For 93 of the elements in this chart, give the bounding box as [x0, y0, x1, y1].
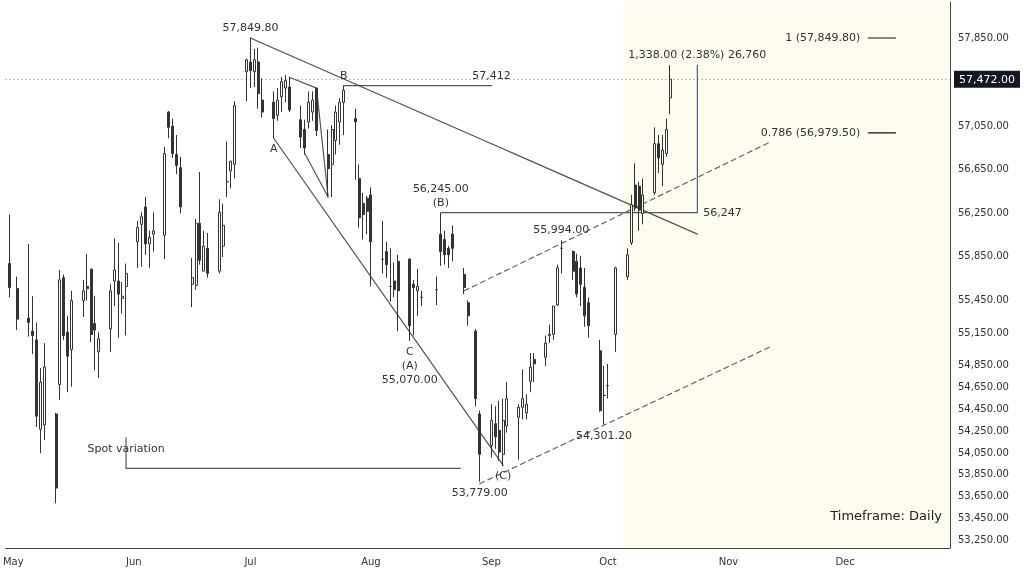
y-tick-label: 53,850.00	[958, 468, 1009, 480]
candlestick	[307, 90, 310, 129]
annotation: B	[339, 68, 348, 82]
x-tick-label: Jul	[243, 555, 257, 567]
annotation: Spot variation	[87, 441, 165, 455]
annotation: 54,301.20	[576, 428, 633, 442]
annotation: 1,338.00 (2.38%) 26,760	[628, 48, 767, 62]
candlestick	[8, 214, 11, 298]
candlestick	[529, 352, 532, 393]
y-tick-label: 53,250.00	[958, 533, 1009, 545]
annotation: (A)	[401, 358, 418, 372]
candlestick	[218, 198, 221, 274]
annotation: Timeframe: Daily	[829, 508, 943, 523]
candlestick	[272, 90, 275, 139]
y-tick-label: 54,850.00	[958, 359, 1009, 371]
candlestick	[315, 87, 318, 137]
candlestick	[97, 331, 100, 379]
candlestick	[125, 263, 128, 336]
candlestick	[467, 300, 470, 327]
y-tick-label: 57,850.00	[958, 32, 1009, 44]
candlestick	[408, 257, 411, 342]
candlestick	[175, 134, 178, 175]
candlestick	[70, 290, 73, 388]
y-tick-label: 56,650.00	[958, 163, 1009, 175]
annotation: 57,412	[472, 68, 511, 82]
candlestick	[58, 269, 61, 401]
annotation: 57,849.80	[222, 20, 279, 34]
y-tick-label: 53,650.00	[958, 490, 1009, 502]
candlestick	[626, 247, 629, 281]
ref-line-label: 57,472.00	[959, 72, 1015, 86]
candlestick	[179, 156, 182, 214]
candlestick	[163, 146, 166, 260]
candlestick	[389, 247, 392, 303]
candlestick	[669, 64, 672, 115]
annotation: 56,245.00	[412, 181, 469, 195]
candlestick	[31, 295, 34, 355]
candlestick	[463, 267, 466, 295]
candlestick	[579, 255, 582, 307]
y-tick-label: 56,250.00	[958, 206, 1009, 218]
x-tick-label: Dec	[835, 555, 855, 567]
candlestick	[327, 129, 330, 198]
y-tick-label: 53,450.00	[958, 511, 1009, 523]
candlestick	[439, 212, 442, 267]
x-tick-label: Jun	[125, 555, 142, 567]
x-tick-label: Sep	[481, 555, 501, 567]
candlestick	[354, 108, 357, 181]
y-tick-label: 55,450.00	[958, 294, 1009, 306]
candlestick	[420, 290, 423, 307]
x-tick-label: Oct	[599, 555, 617, 567]
candlestick	[280, 76, 283, 113]
annotation: 0.786 (56,979.50)	[760, 126, 861, 140]
annotation: 1 (57,849.80)	[785, 31, 861, 45]
candlestick	[653, 126, 656, 196]
candlestick	[560, 239, 563, 274]
candlestick	[498, 400, 501, 462]
candlestick	[109, 283, 112, 353]
y-tick-label: 54,450.00	[958, 403, 1009, 414]
y-tick-label: 57,050.00	[958, 119, 1009, 131]
candlestick	[152, 211, 155, 253]
candlestick	[27, 243, 30, 338]
x-tick-label: May	[2, 555, 24, 567]
candlestick	[226, 141, 229, 198]
x-tick-label: Nov	[718, 555, 739, 567]
candlestick	[369, 186, 372, 287]
candlestick	[614, 266, 617, 353]
candlestick	[544, 334, 547, 367]
y-tick-label: 55,850.00	[958, 250, 1009, 262]
candlestick	[435, 276, 438, 306]
annotation: (B)	[432, 195, 449, 209]
candlestick	[16, 276, 19, 331]
annotation: 55,994.00	[533, 223, 590, 237]
x-tick-label: Aug	[361, 555, 381, 567]
annotation: 55,070.00	[381, 372, 438, 386]
candlestick	[288, 76, 291, 113]
candlestick	[55, 412, 58, 504]
candlestick	[136, 220, 139, 269]
annotation: C	[405, 344, 414, 358]
candlestick	[474, 328, 477, 407]
annotation: 56,247	[703, 206, 742, 220]
line-series	[288, 76, 329, 198]
annotation: A	[269, 142, 278, 156]
candlestick	[478, 410, 481, 483]
y-tick-label: 55,150.00	[958, 326, 1009, 338]
candlestick	[490, 403, 493, 459]
candlestick	[381, 220, 384, 274]
candlestick	[397, 254, 400, 332]
y-tick-label: 54,050.00	[958, 446, 1009, 458]
candlestick	[117, 242, 120, 339]
candlestick	[206, 232, 209, 279]
annotation: (C)	[494, 469, 512, 483]
annotation: 53,779.00	[451, 485, 508, 499]
y-tick-label: 54,250.00	[958, 424, 1009, 436]
y-tick-label: 54,650.00	[958, 381, 1009, 393]
